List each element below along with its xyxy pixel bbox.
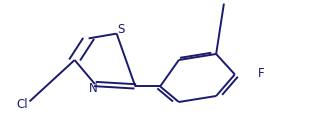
Text: S: S bbox=[118, 23, 125, 36]
Text: Cl: Cl bbox=[16, 99, 28, 111]
Text: F: F bbox=[258, 67, 265, 80]
Text: N: N bbox=[89, 82, 98, 95]
